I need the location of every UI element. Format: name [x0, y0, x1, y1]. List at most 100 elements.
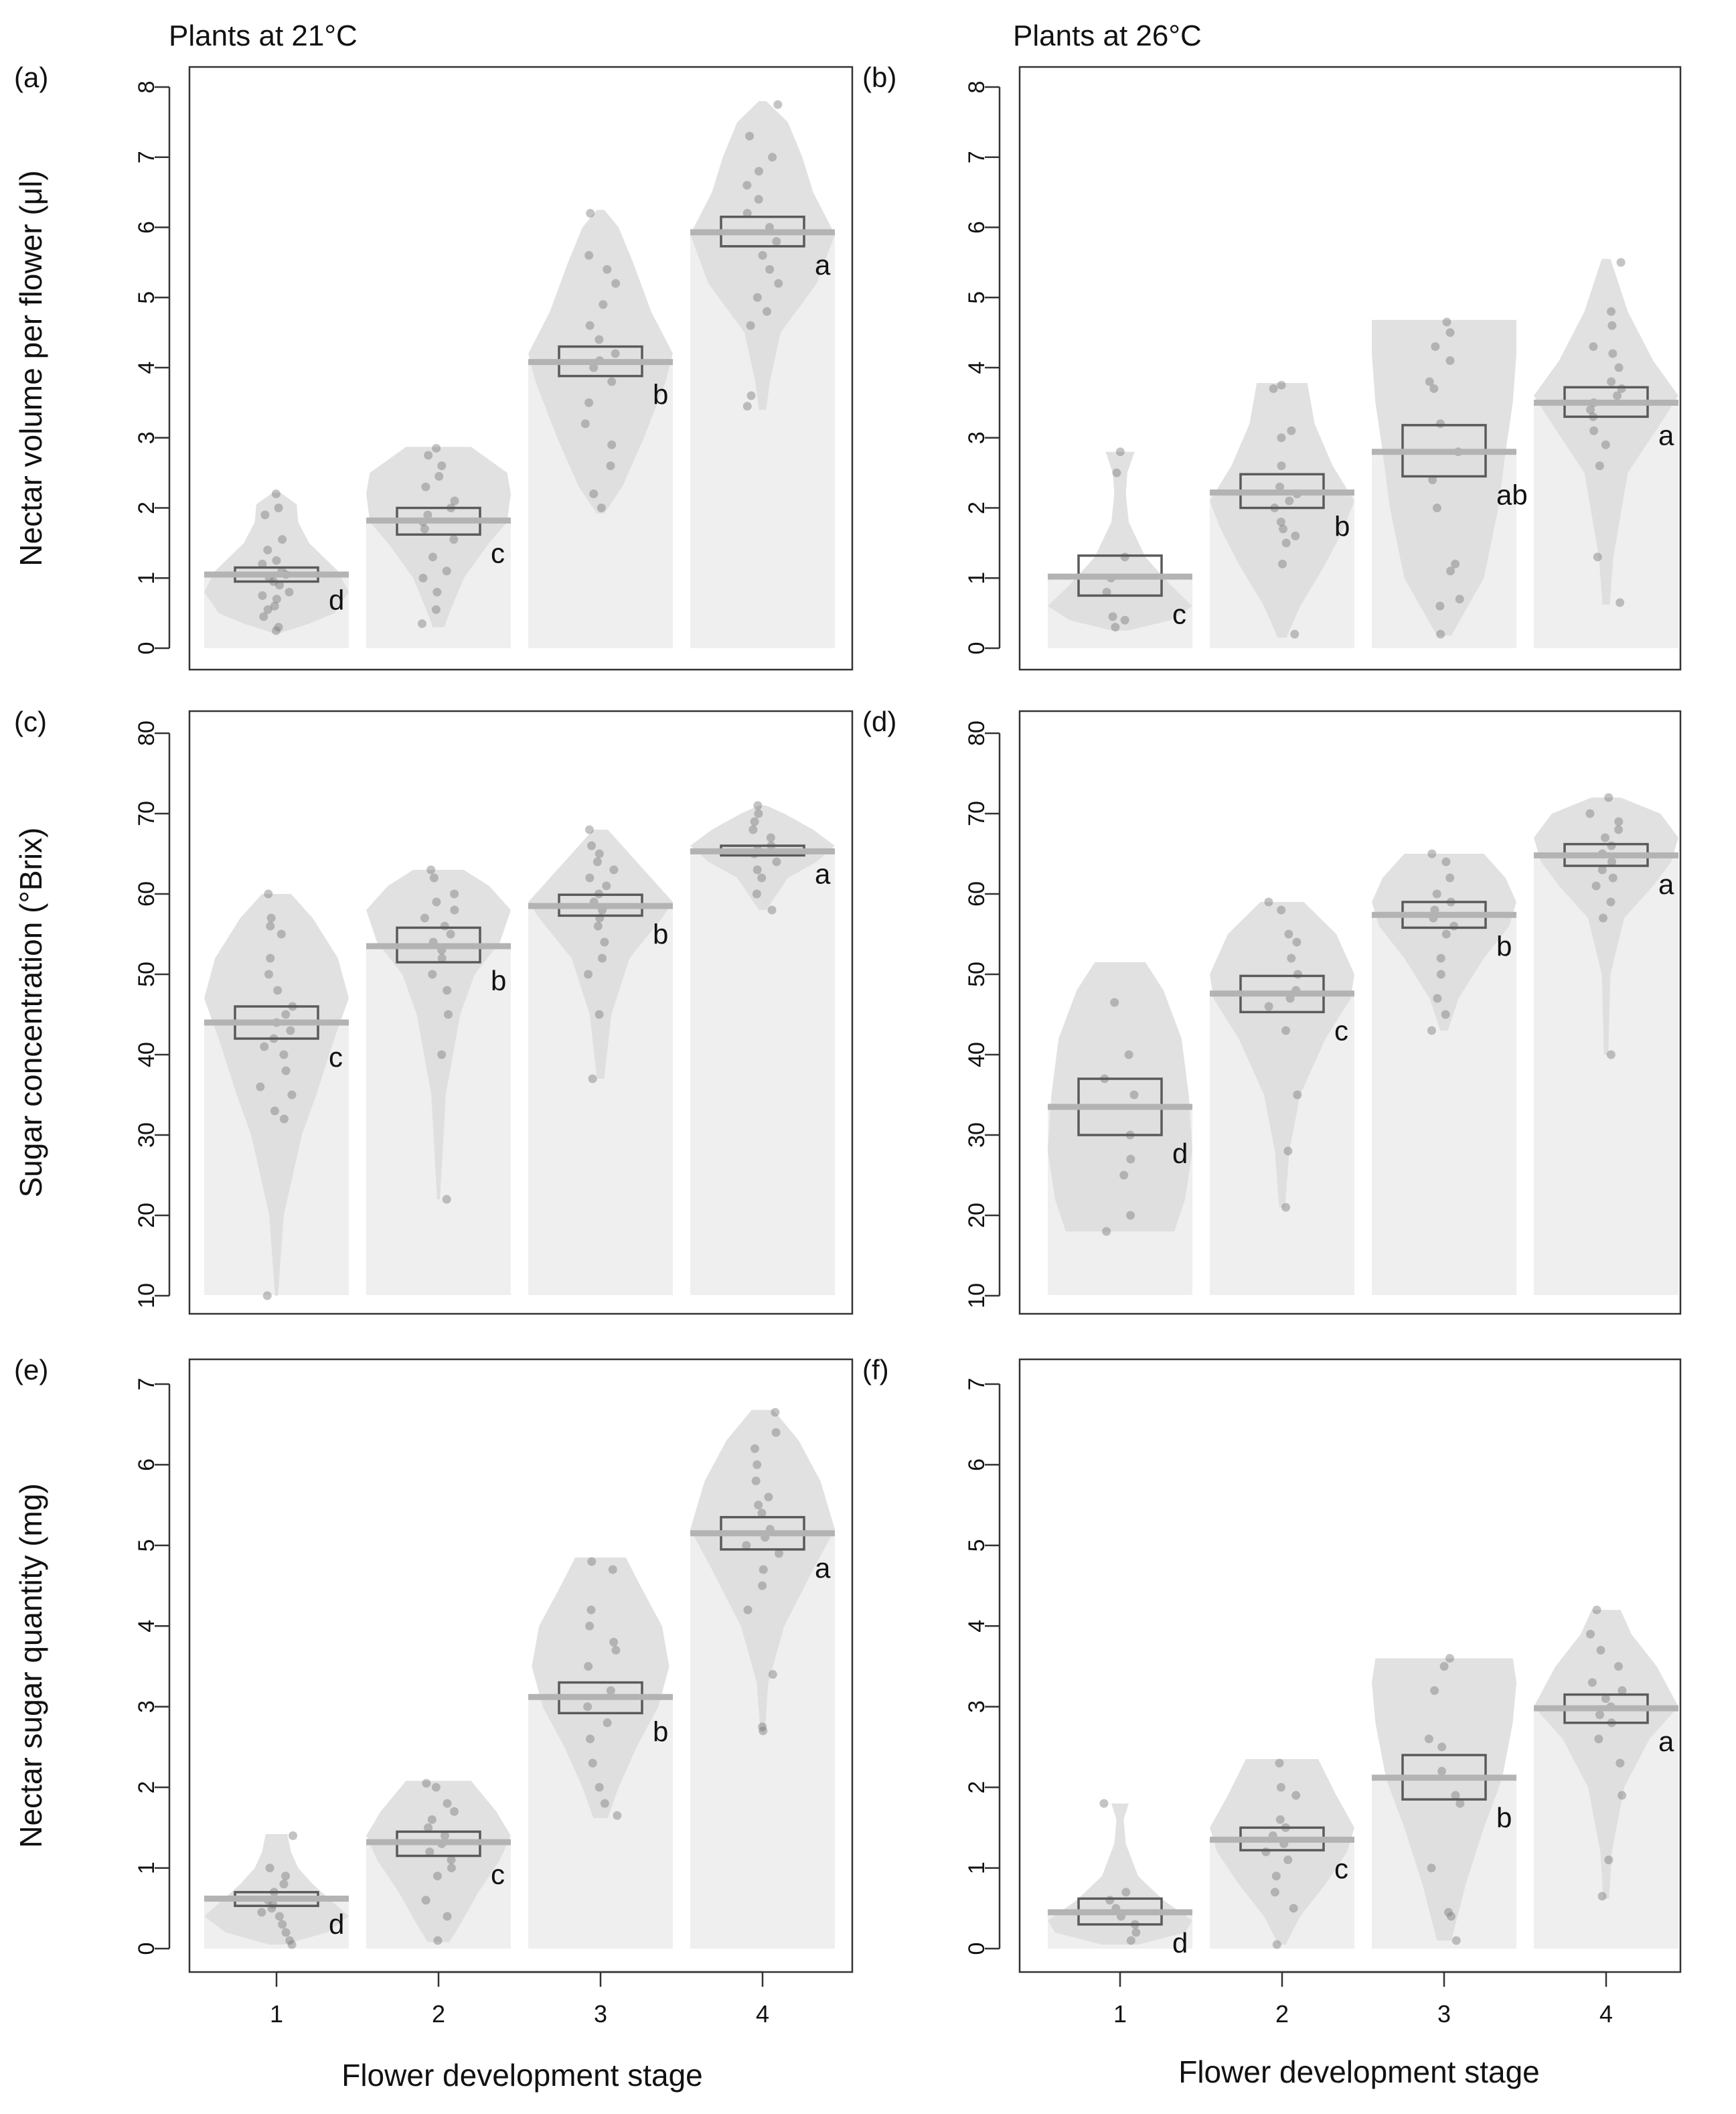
data-point [773, 100, 783, 109]
data-point [433, 1936, 443, 1945]
data-point [1592, 1605, 1601, 1614]
data-point [285, 1936, 295, 1945]
data-point [1102, 1227, 1111, 1236]
data-point [441, 1831, 450, 1840]
data-point [1120, 615, 1129, 625]
data-point [1293, 1090, 1302, 1100]
data-point [1439, 1662, 1449, 1671]
data-point [1591, 881, 1601, 891]
data-point [1429, 384, 1439, 393]
data-point [771, 1428, 781, 1437]
y-tick-label: 4 [134, 362, 159, 374]
data-point [1275, 1758, 1284, 1768]
data-point [1437, 1766, 1447, 1776]
data-point [1607, 321, 1617, 330]
data-point [587, 1557, 597, 1566]
data-point [1615, 598, 1625, 607]
y-tick-label: 40 [964, 1042, 990, 1067]
data-point [1287, 426, 1296, 435]
data-point [424, 1823, 433, 1832]
data-point [764, 1493, 773, 1502]
data-point [767, 905, 777, 915]
data-point [1278, 559, 1287, 569]
data-point [742, 181, 752, 190]
data-point [1441, 1010, 1450, 1019]
data-point [1607, 377, 1616, 386]
data-point [588, 1074, 597, 1083]
significance-letter: a [815, 1552, 831, 1584]
data-point [1121, 1888, 1131, 1897]
data-point [427, 1815, 437, 1824]
data-point [1099, 1799, 1109, 1808]
data-point [742, 209, 752, 218]
data-point [1430, 1686, 1439, 1695]
y-tick-label: 4 [964, 362, 990, 374]
plot-frame [188, 66, 854, 671]
data-point [1264, 897, 1273, 907]
data-point [264, 889, 273, 899]
data-point [285, 587, 294, 597]
significance-letter: b [653, 379, 668, 410]
data-point [1275, 482, 1285, 492]
data-point [1608, 349, 1617, 358]
data-point [607, 377, 617, 386]
panel-label: (d) [862, 706, 896, 737]
data-point [1436, 954, 1445, 963]
data-point [266, 921, 275, 931]
data-point [766, 833, 775, 842]
data-point [428, 552, 437, 562]
data-point [609, 1637, 619, 1647]
data-point [1597, 865, 1607, 875]
data-point [589, 489, 599, 499]
data-point [272, 626, 281, 635]
data-point [447, 1864, 456, 1873]
y-tick-label: 4 [134, 1620, 159, 1633]
panel-d: d c b a 10 20 30 40 50 60 70 80 (d) [862, 706, 1682, 1315]
data-point [1281, 1203, 1291, 1212]
data-point [1290, 629, 1299, 639]
y-tick-label: 7 [134, 1378, 159, 1391]
y-tick-label: 4 [964, 1620, 990, 1633]
panels: d c b a 0 1 2 3 4 5 6 7 8 (a) Nectar volume per flower… [13, 62, 1682, 2028]
data-point [443, 1010, 453, 1019]
data-point [1427, 849, 1437, 858]
panel-label: (f) [862, 1354, 889, 1385]
data-point [281, 1010, 291, 1019]
data-point [1614, 817, 1624, 826]
violin [366, 1781, 511, 1943]
data-point [424, 451, 433, 460]
y-tick-label: 70 [134, 801, 159, 826]
significance-letter: a [1658, 869, 1674, 900]
data-point [588, 1758, 597, 1768]
significance-letter: b [491, 965, 506, 996]
significance-letter: b [1496, 1802, 1512, 1833]
data-point [775, 1549, 784, 1558]
data-point [281, 1066, 291, 1075]
data-point [1607, 307, 1616, 316]
panel-b: c b ab a 0 1 2 3 4 5 6 7 8 (b) [862, 62, 1682, 671]
data-point [597, 504, 606, 512]
y-tick-label: 6 [964, 1458, 990, 1471]
data-point [277, 929, 286, 939]
y-axis-title: Nectar volume per flower (μl) [13, 170, 48, 566]
data-point [258, 559, 267, 569]
data-point [1112, 468, 1121, 477]
data-point [1596, 1645, 1605, 1655]
y-tick-label: 30 [134, 1122, 159, 1148]
data-point [1446, 567, 1455, 576]
data-point [584, 970, 593, 979]
data-point [278, 535, 287, 544]
violin [1048, 962, 1192, 1231]
x-tick-label: 2 [432, 2000, 445, 2028]
y-tick-label: 80 [964, 721, 990, 746]
data-point [1105, 1896, 1115, 1905]
column-title-26c: Plants at 26°C [1013, 19, 1202, 52]
plot-frame [1018, 710, 1682, 1315]
significance-letter: b [1334, 511, 1350, 542]
data-point [274, 581, 284, 590]
data-point [1432, 889, 1441, 899]
data-point [270, 1106, 279, 1116]
data-point [431, 1783, 441, 1792]
data-point [263, 545, 272, 554]
data-point [1281, 538, 1291, 548]
